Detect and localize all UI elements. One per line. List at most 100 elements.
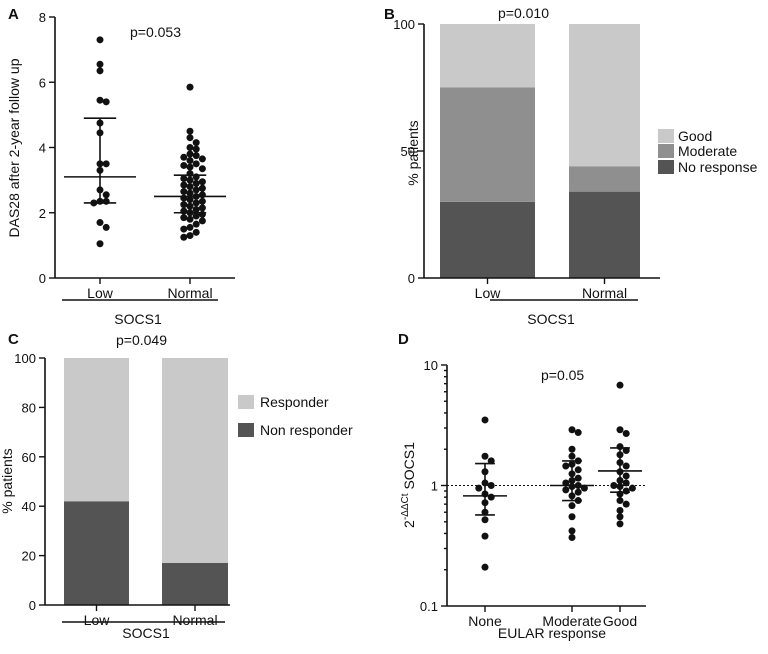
legend-label-moderate: Moderate [678,143,737,159]
y-tick-label-80: 80 [22,400,36,415]
bar-normal-non-responder [162,563,228,605]
data-point [198,197,206,205]
data-point [616,520,624,528]
data-point [622,472,630,480]
y-tick-label-0: 0 [29,598,36,613]
data-point [475,484,483,492]
data-point [192,199,200,207]
data-point [622,500,630,508]
data-point [192,179,200,187]
data-point [568,452,576,460]
data-point [487,482,495,489]
y-tick-label-40: 40 [22,499,36,514]
data-point [198,204,206,212]
data-point [610,482,618,489]
x-axis-label: SOCS1 [527,311,575,327]
legend-label-non-responder: Non responder [260,422,353,438]
data-point [198,165,206,173]
data-point [180,225,188,233]
x-tick-label-normal: Normal [582,285,627,301]
y-axis-label: % patients [405,120,421,185]
panel-a: A 0 2 4 6 8 Low Normal SOCS1 DAS28 after 2-year f… [6,6,235,327]
data-point [481,516,489,524]
y-tick-label-8: 8 [39,10,46,25]
y-tick-label-100: 100 [14,351,36,366]
data-point [96,96,104,104]
y-axis-label-base: 2 [401,520,417,528]
data-point [568,527,576,535]
data-point [574,488,582,496]
legend-label-no-response: No response [678,159,758,175]
y-tick-label-0: 0 [39,271,46,286]
legend-swatch-no-response [658,160,674,174]
data-point [96,219,104,227]
bar-low-good [440,24,535,88]
data-point [622,487,630,495]
data-point [198,155,206,163]
data-point [622,462,630,470]
data-point [192,145,200,153]
data-point [180,233,188,241]
data-point [96,67,104,75]
y-tick-label-4: 4 [39,141,46,156]
data-point [180,214,188,222]
legend-swatch-moderate [658,144,674,158]
x-tick-label-normal: Normal [167,285,212,301]
x-axis-label: SOCS1 [122,625,170,641]
data-point [574,474,582,482]
y-axis-label-exponent: -ΔΔCt [400,493,411,520]
data-point [562,462,570,470]
data-point [96,36,104,44]
data-point [180,194,188,202]
data-point [192,205,200,213]
panel-letter: A [8,6,19,23]
y-axis-label: DAS28 after 2-year follow up [6,58,22,237]
x-tick-label-normal: Normal [172,612,217,628]
data-point [622,447,630,455]
y-axis-label: 2-ΔΔCt SOCS1 [400,442,417,528]
data-point [616,381,624,389]
x-tick-label-low: Low [87,285,114,301]
y-tick-label-60: 60 [22,450,36,465]
x-tick-label-low: Low [84,612,111,628]
y-tick-label-20: 20 [22,549,36,564]
data-point [192,228,200,236]
p-value-label: p=0.053 [130,24,181,40]
x-axis-label: EULAR response [498,625,606,641]
data-point [180,153,188,161]
y-tick-label-0: 0 [408,271,415,286]
panel-letter: C [8,331,19,348]
x-tick-label-none: None [468,613,502,629]
data-point [198,210,206,218]
data-point [487,493,495,501]
x-tick-label-good: Good [603,613,637,629]
data-point [481,416,489,424]
data-point [102,223,110,231]
data-point [186,215,194,223]
p-value-label: p=0.010 [498,5,549,21]
panel-letter: B [384,6,395,23]
p-value-label: p=0.05 [541,367,584,383]
x-tick-label-moderate: Moderate [542,613,601,629]
data-point [616,513,624,521]
legend-swatch-good [658,129,674,143]
y-tick-label-6: 6 [39,75,46,90]
data-point [616,507,624,515]
data-point [628,484,636,492]
bar-normal-moderate [569,166,640,192]
data-point [487,457,495,465]
data-point [562,486,570,494]
y-tick-label-1: 1 [431,479,438,494]
legend-swatch-non-responder [238,423,254,437]
data-point [96,60,104,68]
bar-low-no-response [440,201,535,278]
data-point [622,430,630,438]
legend-label-responder: Responder [260,394,329,410]
data-point [568,426,576,434]
legend-swatch-responder [238,395,254,409]
data-point [180,188,188,196]
